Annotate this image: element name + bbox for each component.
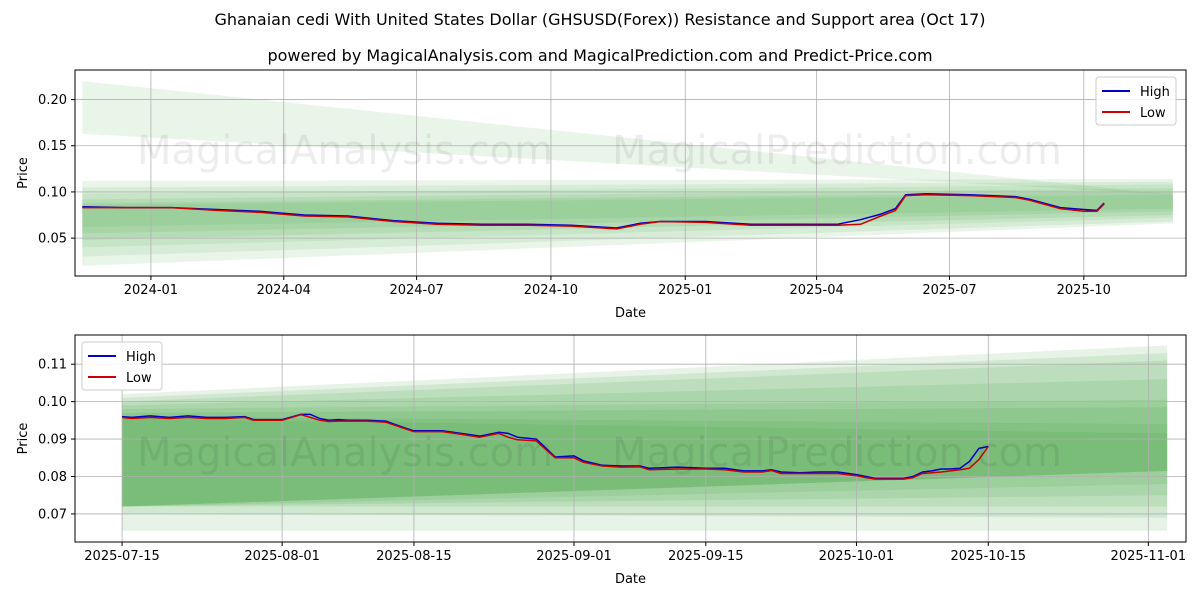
chart-subtitle: powered by MagicalAnalysis.com and Magic… xyxy=(267,46,933,65)
y-axis-label: Price xyxy=(16,423,31,455)
y-tick-label: 0.20 xyxy=(38,93,67,108)
y-tick-label: 0.11 xyxy=(38,358,67,373)
y-tick-label: 0.08 xyxy=(38,470,67,485)
x-tick-label: 2024-10 xyxy=(524,283,578,298)
support-resistance-band xyxy=(122,399,1168,507)
legend-label-low: Low xyxy=(1140,106,1166,121)
y-tick-label: 0.09 xyxy=(38,433,67,448)
watermark: MagicalPrediction.com xyxy=(612,128,1062,174)
x-tick-label: 2025-10-01 xyxy=(819,549,895,564)
legend-label-high: High xyxy=(1140,85,1170,100)
x-axis-label: Date xyxy=(615,306,646,321)
x-tick-label: 2025-10-15 xyxy=(950,549,1026,564)
x-tick-label: 2025-09-15 xyxy=(668,549,744,564)
y-tick-label: 0.05 xyxy=(38,232,67,247)
legend: High Low xyxy=(81,341,163,391)
x-tick-label: 2025-01 xyxy=(658,283,712,298)
y-tick-label: 0.10 xyxy=(38,395,67,410)
support-resistance-band xyxy=(122,345,1168,531)
plot-area xyxy=(75,70,1186,276)
x-tick-label: 2024-01 xyxy=(124,283,178,298)
panel-1: MagicalAnalysis.com MagicalPrediction.com… xyxy=(16,69,1187,321)
x-tick-label: 2025-10 xyxy=(1057,283,1111,298)
support-resistance-band xyxy=(82,184,1173,248)
watermark: MagicalAnalysis.com xyxy=(137,128,553,174)
support-resistance-band xyxy=(122,407,1168,507)
x-tick-label: 2024-04 xyxy=(257,283,311,298)
support-resistance-band xyxy=(82,81,1173,195)
y-tick-label: 0.10 xyxy=(38,185,67,200)
series-line-low xyxy=(122,413,989,480)
support-resistance-band xyxy=(82,179,1173,266)
support-resistance-band xyxy=(122,379,1168,507)
x-axis-label: Date xyxy=(615,572,646,587)
x-tick-label: 2024-07 xyxy=(389,283,443,298)
plot-frame xyxy=(74,334,1187,543)
plot-frame xyxy=(74,69,1187,277)
y-tick-label: 0.15 xyxy=(38,139,67,154)
y-tick-label: 0.07 xyxy=(38,507,67,522)
x-tick-label: 2025-07 xyxy=(922,283,976,298)
legend: High Low xyxy=(1095,76,1177,126)
support-resistance-band xyxy=(122,418,1168,507)
x-tick-label: 2025-11-01 xyxy=(1111,549,1187,564)
legend-label-low: Low xyxy=(126,371,152,386)
watermark: MagicalPrediction.com xyxy=(612,430,1062,476)
x-tick-label: 2025-09-01 xyxy=(536,549,612,564)
x-tick-label: 2025-08-01 xyxy=(244,549,320,564)
plot-area xyxy=(75,335,1186,542)
series-line-low xyxy=(82,193,1105,230)
panel-2: MagicalAnalysis.com MagicalPrediction.com… xyxy=(16,334,1187,587)
chart-title: Ghanaian cedi With United States Dollar … xyxy=(214,10,986,29)
x-tick-label: 2025-08-15 xyxy=(376,549,452,564)
legend-label-high: High xyxy=(126,350,156,365)
support-resistance-band xyxy=(122,360,1168,507)
x-tick-label: 2025-07-15 xyxy=(84,549,160,564)
y-axis-label: Price xyxy=(16,157,31,189)
series-line-high xyxy=(82,193,1105,229)
x-tick-label: 2025-04 xyxy=(789,283,843,298)
watermark: MagicalAnalysis.com xyxy=(137,430,553,476)
